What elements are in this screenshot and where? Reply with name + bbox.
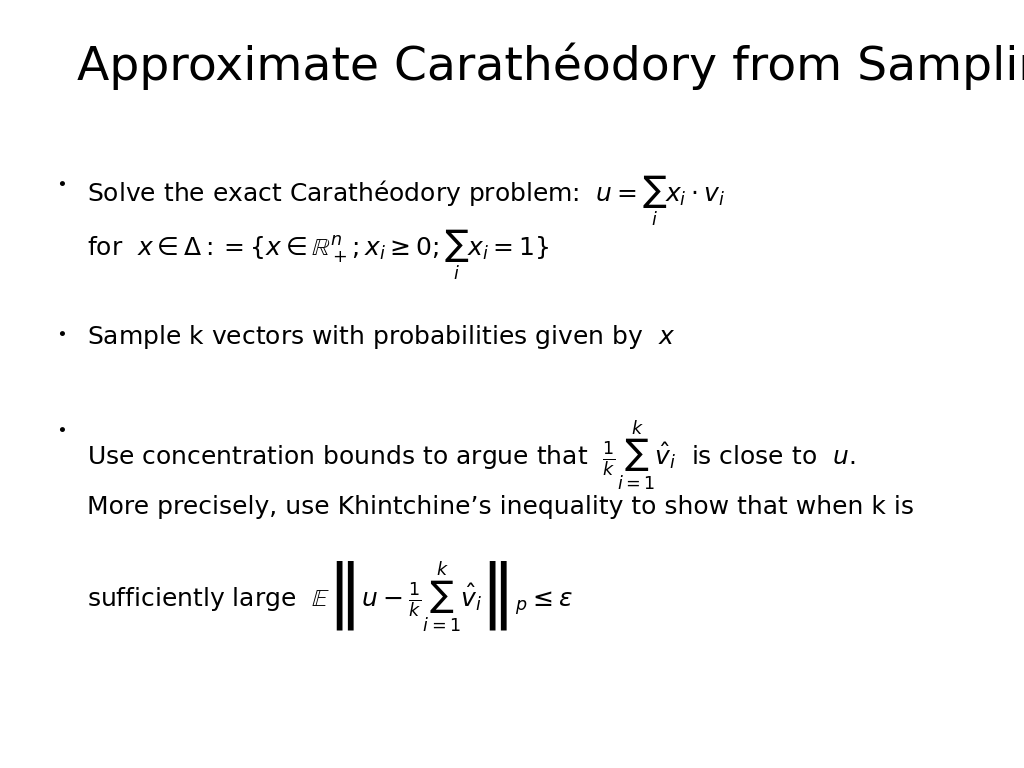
Text: More precisely, use Khintchine’s inequality to show that when k is: More precisely, use Khintchine’s inequal…: [87, 495, 914, 519]
Text: for  $x \in \Delta := \{x \in \mathbb{R}^n_+; x_i \geq 0; \sum_i x_i = 1\}$: for $x \in \Delta := \{x \in \mathbb{R}^…: [87, 227, 549, 282]
Text: $\bullet$: $\bullet$: [56, 173, 67, 190]
Text: Sample k vectors with probabilities given by  $x$: Sample k vectors with probabilities give…: [87, 323, 675, 350]
Text: Approximate Carathéodory from Sampling: Approximate Carathéodory from Sampling: [77, 42, 1024, 90]
Text: $\bullet$: $\bullet$: [56, 323, 67, 340]
Text: $\bullet$: $\bullet$: [56, 419, 67, 436]
Text: Solve the exact Carathéodory problem:  $u = \sum_i x_i \cdot v_i$: Solve the exact Carathéodory problem: $u…: [87, 173, 725, 228]
Text: sufficiently large  $\mathbb{E} \left\| u - \frac{1}{k} \sum_{i=1}^{k} \hat{v}_i: sufficiently large $\mathbb{E} \left\| u…: [87, 559, 572, 633]
Text: Use concentration bounds to argue that  $\frac{1}{k} \sum_{i=1}^{k} \hat{v}_i$  : Use concentration bounds to argue that $…: [87, 419, 855, 493]
